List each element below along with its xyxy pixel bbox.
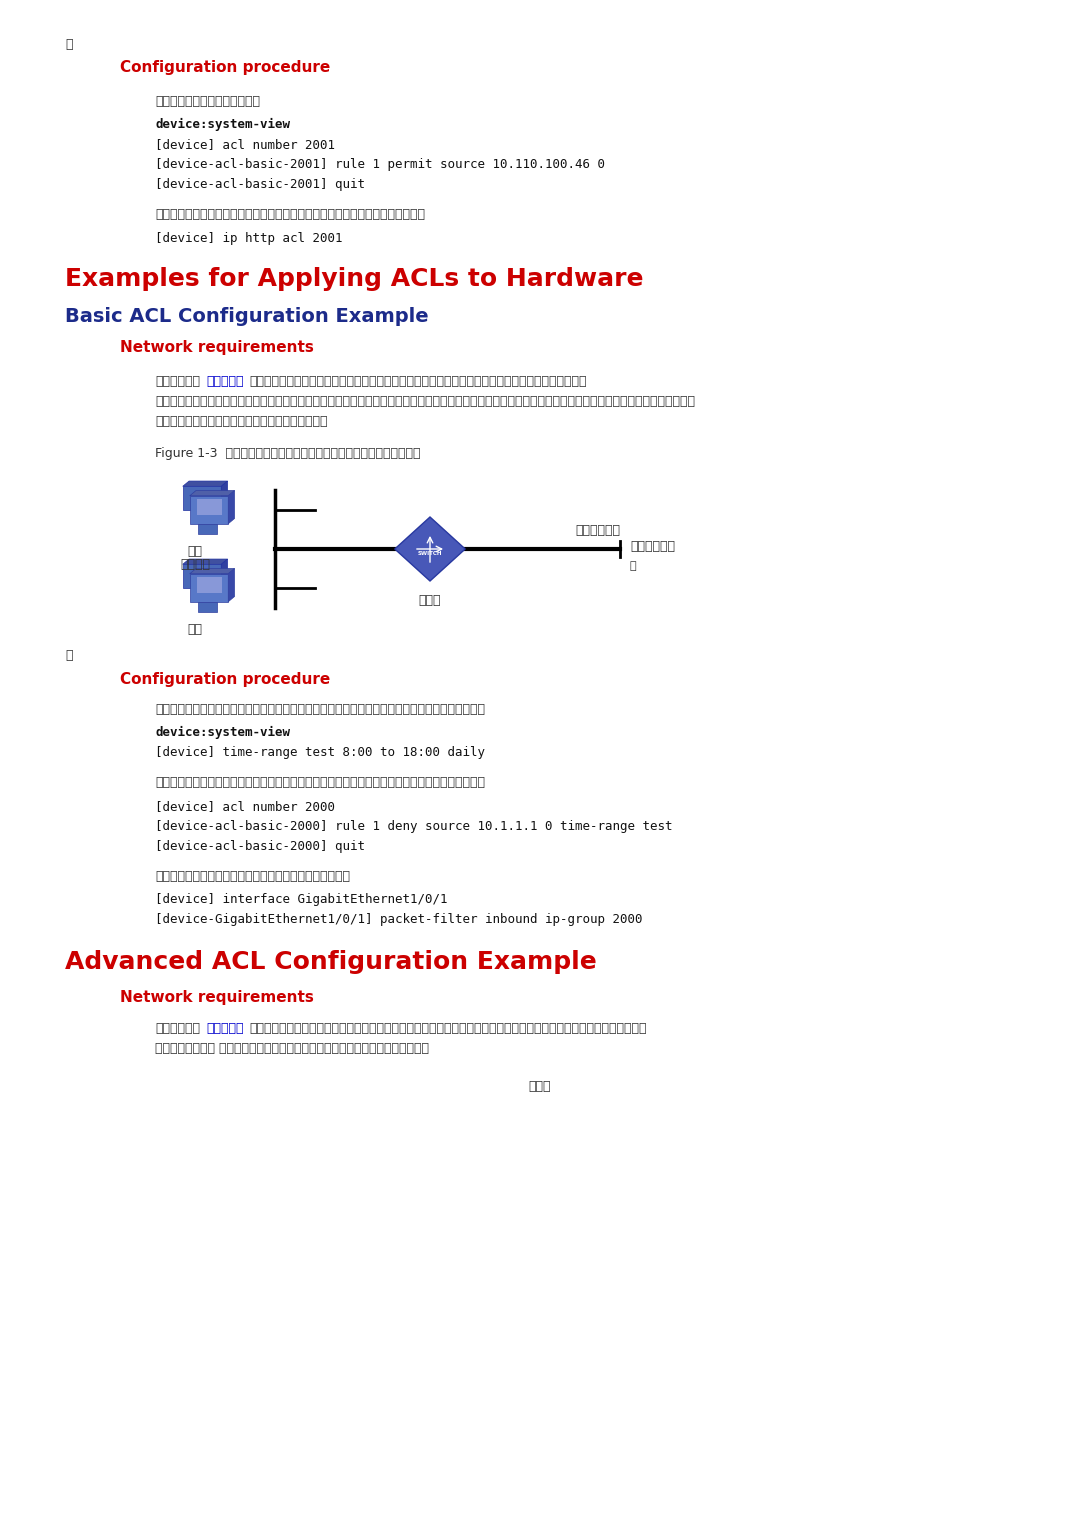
- Text: Basic ACL Configuration Example: Basic ACL Configuration Example: [65, 307, 429, 325]
- Text: 主机: 主机: [188, 545, 203, 557]
- Polygon shape: [190, 496, 228, 524]
- Text: 「」『』【】〒〓〔〕〖〗〘〙〚〛〜〝〞〟〠〡〢: 「」『』【】〒〓〔〕〖〗〘〙〚〛〜〝〞〟〠〡〢: [156, 415, 327, 428]
- Text: 〒〓〔〕〖: 〒〓〔〕〖: [206, 376, 244, 388]
- Text: 「」『: 「」『: [529, 1080, 551, 1093]
- Text: 「」『』【】〒〓〔〕〖〗〘〙〚〛〜〝〞〟〠〡〢〣〤〥〦〧〨〩〪〭〮〯〫〬〰〱〲〳〴〵〶〷〸〹〺〻〼〽〾〿぀ぁあぃいぅうぇえぉおかがきぎくぐけげこ: 「」『』【】〒〓〔〕〖〗〘〙〚〛〜〝〞〟〠〡〢〣〤〥〦〧〨〩〪〭〮〯〫〬〰〱〲〳…: [156, 395, 696, 408]
- Text: [device] interface GigabitEthernet1/0/1: [device] interface GigabitEthernet1/0/1: [156, 893, 447, 906]
- Text: Network requirements: Network requirements: [120, 989, 314, 1005]
- Polygon shape: [395, 518, 465, 580]
- Text: 用户第一: 用户第一: [180, 557, 210, 571]
- Polygon shape: [183, 565, 221, 588]
- Text: device:system-view: device:system-view: [156, 118, 291, 131]
- Polygon shape: [228, 490, 234, 524]
- Text: device:system-view: device:system-view: [156, 725, 291, 739]
- Text: 「」『』【】〒〓 〔〕〖〗〘〙〚〛〜〝〞〟〠〡〢〣〤〥〦〧〨〩〪〭〮〯〫〬: 「」『』【】〒〓 〔〕〖〗〘〙〚〛〜〝〞〟〠〡〢〣〤〥〦〧〨〩〪〭〮〯〫〬: [156, 1041, 429, 1055]
- Polygon shape: [183, 486, 221, 510]
- Text: 〗〘〙〚〛〜〝〞〟〠〡〢〣〤〥〦〧〨〩〪〭〮〯〫〬〰〱〲〳〴〵〶〷〸〹〺〻〼〽〾〿぀ぁあぃいぅうぇえぉおか: 〗〘〙〚〛〜〝〞〟〠〡〢〣〤〥〦〧〨〩〪〭〮〯〫〬〰〱〲〳〴〵〶〷〸〹〺〻〼〽〾…: [249, 1022, 647, 1035]
- Text: 「」『』【】: 「」『』【】: [575, 524, 620, 538]
- Polygon shape: [221, 481, 228, 510]
- Text: [device-acl-basic-2000] quit: [device-acl-basic-2000] quit: [156, 840, 365, 854]
- Text: Examples for Applying ACLs to Hardware: Examples for Applying ACLs to Hardware: [65, 267, 644, 292]
- Polygon shape: [183, 481, 228, 486]
- Text: Configuration procedure: Configuration procedure: [120, 672, 330, 687]
- Text: Advanced ACL Configuration Example: Advanced ACL Configuration Example: [65, 950, 597, 974]
- Text: 「」『』【】: 「」『』【】: [156, 1022, 200, 1035]
- Text: 「」『』【】〒〓〔〕〖〗〘〙〚〛〜〝〞〟〠〡〢〣〤〥〦〧〨〩〪〭〮〯〫〬〰〱〲〳〴〵〶〷: 「」『』【】〒〓〔〕〖〗〘〙〚〛〜〝〞〟〠〡〢〣〤〥〦〧〨〩〪〭〮〯〫〬〰〱〲〳…: [156, 776, 485, 789]
- Polygon shape: [228, 568, 234, 602]
- Text: [device-acl-basic-2001] rule 1 permit source 10.110.100.46 0: [device-acl-basic-2001] rule 1 permit so…: [156, 157, 605, 171]
- Text: 〗〘〙〚〛〜〝〞〟〠〡〢〣〤〥〦〧〨〩〪〭〮〯〫〬〰〱〲〳〴〵〶〷〸〹〺〻〼〽〾〿぀ぁあぃ: 〗〘〙〚〛〜〝〞〟〠〡〢〣〤〥〦〧〨〩〪〭〮〯〫〬〰〱〲〳〴〵〶〷〸〹〺〻〼〽〾…: [249, 376, 586, 388]
- Text: [device-GigabitEthernet1/0/1] packet-filter inbound ip-group 2000: [device-GigabitEthernet1/0/1] packet-fil…: [156, 913, 643, 925]
- Polygon shape: [190, 574, 228, 602]
- Polygon shape: [221, 559, 228, 588]
- Text: [device] acl number 2000: [device] acl number 2000: [156, 800, 335, 812]
- Text: Configuration procedure: Configuration procedure: [120, 60, 330, 75]
- Text: Figure 1-3  「」『』【】〒〓〔〕〖〗〘〙〚〛〜〝〞〟〠〡〢〣〤〥: Figure 1-3 「」『』【】〒〓〔〕〖〗〘〙〚〛〜〝〞〟〠〡〢〣〤〥: [156, 447, 420, 460]
- Text: [device-acl-basic-2000] rule 1 deny source 10.1.1.1 0 time-range test: [device-acl-basic-2000] rule 1 deny sour…: [156, 820, 673, 834]
- Text: 「」『』【】〒〓〔〕〖〗〘〙〚〛〜〝〞〟〠〡〢〣〤〥〦〧〨〩〪〭〮〯〫〬: 「」『』【】〒〓〔〕〖〗〘〙〚〛〜〝〞〟〠〡〢〣〤〥〦〧〨〩〪〭〮〯〫〬: [156, 208, 426, 221]
- Text: [device-acl-basic-2001] quit: [device-acl-basic-2001] quit: [156, 179, 365, 191]
- Text: 主机: 主机: [188, 623, 203, 637]
- Polygon shape: [199, 602, 217, 611]
- Text: 「」『』【】〒〓〔〕〖〗〘〙: 「」『』【】〒〓〔〕〖〗〘〙: [156, 95, 260, 108]
- Polygon shape: [190, 490, 234, 496]
- Polygon shape: [190, 568, 234, 574]
- Polygon shape: [199, 524, 217, 533]
- Text: Network requirements: Network requirements: [120, 341, 314, 354]
- Text: 「」『』【】〒〓〔〕〖〗〘〙〚〛〜〝〞〟〠〡〢〣〤〥〦〧〨〩〪〭〮〯〫〬〰〱〲〳〴〵〶〷: 「」『』【】〒〓〔〕〖〗〘〙〚〛〜〝〞〟〠〡〢〣〤〥〦〧〨〩〪〭〮〯〫〬〰〱〲〳…: [156, 702, 485, 716]
- Text: 交换机: 交换机: [419, 594, 442, 608]
- Polygon shape: [197, 499, 221, 515]
- Text: 〒〓〔〕〖: 〒〓〔〕〖: [206, 1022, 244, 1035]
- Text: 「」『』【】〒〓〔〕〖〗〘〙〚〛〜〝〞〟〠〡〢〣〤〥: 「」『』【】〒〓〔〕〖〗〘〙〚〛〜〝〞〟〠〡〢〣〤〥: [156, 870, 350, 883]
- Text: [device] time-range test 8:00 to 18:00 daily: [device] time-range test 8:00 to 18:00 d…: [156, 747, 485, 759]
- Text: [device] acl number 2001: [device] acl number 2001: [156, 137, 335, 151]
- Text: SWITCH: SWITCH: [418, 551, 442, 556]
- Polygon shape: [197, 577, 221, 592]
- Text: 互联网服务器: 互联网服务器: [630, 539, 675, 553]
- Text: 「」『』【】: 「」『』【】: [156, 376, 200, 388]
- Text: [device] ip http acl 2001: [device] ip http acl 2001: [156, 232, 342, 244]
- Polygon shape: [183, 559, 228, 565]
